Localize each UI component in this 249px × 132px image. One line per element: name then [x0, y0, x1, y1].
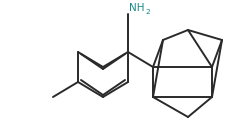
Text: NH: NH	[129, 3, 144, 13]
Text: 2: 2	[145, 9, 150, 15]
